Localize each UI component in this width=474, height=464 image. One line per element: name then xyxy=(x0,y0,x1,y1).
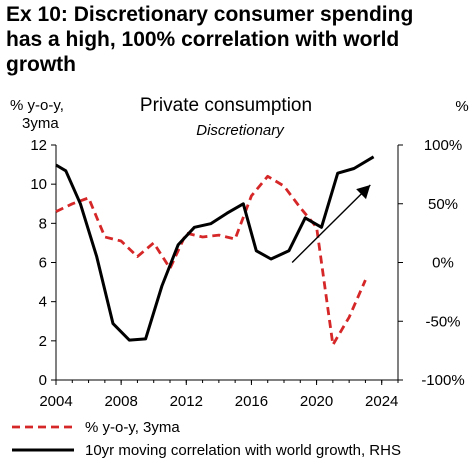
x-tick-label: 2016 xyxy=(235,393,268,410)
x-tick-label: 2024 xyxy=(365,393,398,410)
right-axis-label: % xyxy=(455,98,468,115)
x-tick-label: 2008 xyxy=(104,393,137,410)
left-tick-label: 8 xyxy=(39,215,47,232)
right-tick-label: -50% xyxy=(425,313,460,330)
left-tick-label: 0 xyxy=(39,372,47,389)
annotation-layer xyxy=(291,184,371,263)
left-tick-label: 4 xyxy=(39,294,47,311)
title-line-1: Ex 10: Discretionary consumer spending xyxy=(6,3,414,26)
right-tick-label: 0% xyxy=(432,255,454,272)
x-tick-label: 2012 xyxy=(170,393,203,410)
report-title: Ex 10: Discretionary consumer spending h… xyxy=(6,2,468,77)
right-tick-label: -100% xyxy=(421,372,464,389)
left-tick-label: 2 xyxy=(39,333,47,350)
left-tick-label: 6 xyxy=(39,255,47,272)
x-tick-label: 2004 xyxy=(39,393,72,410)
correlation-line xyxy=(55,155,375,342)
legend-label-correlation: 10yr moving correlation with world growt… xyxy=(85,442,401,459)
consumption-growth-line xyxy=(55,174,367,347)
legend-layer: % y-o-y, 3yma 10yr moving correlation wit… xyxy=(12,419,401,459)
right-tick-label: 100% xyxy=(424,137,462,154)
right-tick-label: 50% xyxy=(428,196,458,213)
trend-arrow-head xyxy=(356,184,371,200)
x-tick-label: 2020 xyxy=(300,393,333,410)
axes-layer xyxy=(51,144,403,385)
left-tick-label: 10 xyxy=(30,176,47,193)
chart-title: Private consumption xyxy=(140,95,312,116)
left-axis-label: % y-o-y, xyxy=(10,97,64,114)
legend-label-consumption: % y-o-y, 3yma xyxy=(85,419,180,436)
series-layer xyxy=(55,155,375,347)
title-line-3: growth xyxy=(6,53,76,76)
left-tick-label: 12 xyxy=(30,137,47,154)
title-line-2: has a high, 100% correlation with world xyxy=(6,28,400,51)
left-axis-label-line-2: 3yma xyxy=(22,115,59,132)
chart-subtitle: Discretionary xyxy=(196,122,285,139)
label-layer: 0 2 4 6 8 10 12 -100% -50% 0% 50% 100% 2004 2008 2012 2… xyxy=(10,95,469,410)
trend-arrow-shaft xyxy=(291,184,371,263)
